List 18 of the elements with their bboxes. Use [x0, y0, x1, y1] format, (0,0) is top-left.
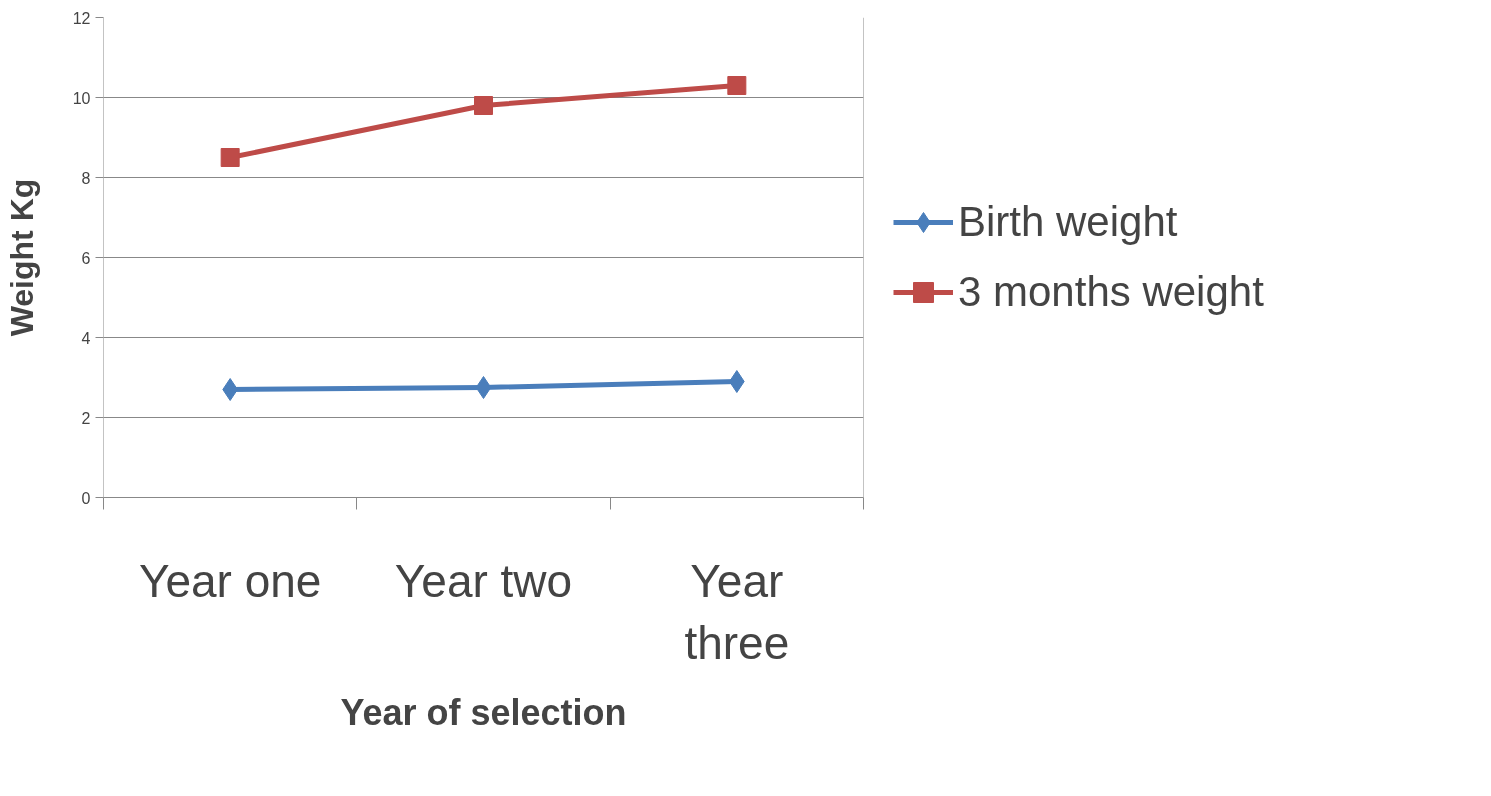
y-tick-label: 4: [81, 329, 91, 347]
x-tick-label: Year one: [138, 554, 322, 607]
point: [474, 96, 493, 115]
x-tick-label: Year three: [684, 554, 790, 669]
x-tick-label: Year two: [394, 554, 573, 607]
y-tick-label: 0: [81, 489, 91, 507]
y-tick-label: 2: [81, 409, 91, 427]
y-axis-title: Weight Kg: [3, 178, 40, 337]
x-axis-title: Year of selection: [340, 691, 627, 733]
y-tick-label: 12: [72, 9, 91, 27]
y-tick-label: 6: [81, 249, 91, 267]
y-tick-label: 8: [81, 169, 91, 187]
point: [475, 376, 492, 399]
legend-label: 3 months weight: [958, 267, 1264, 317]
point: [220, 148, 240, 167]
legend-label: Birth weight: [958, 197, 1178, 247]
point: [727, 76, 747, 95]
y-tick-label: 10: [72, 89, 91, 107]
